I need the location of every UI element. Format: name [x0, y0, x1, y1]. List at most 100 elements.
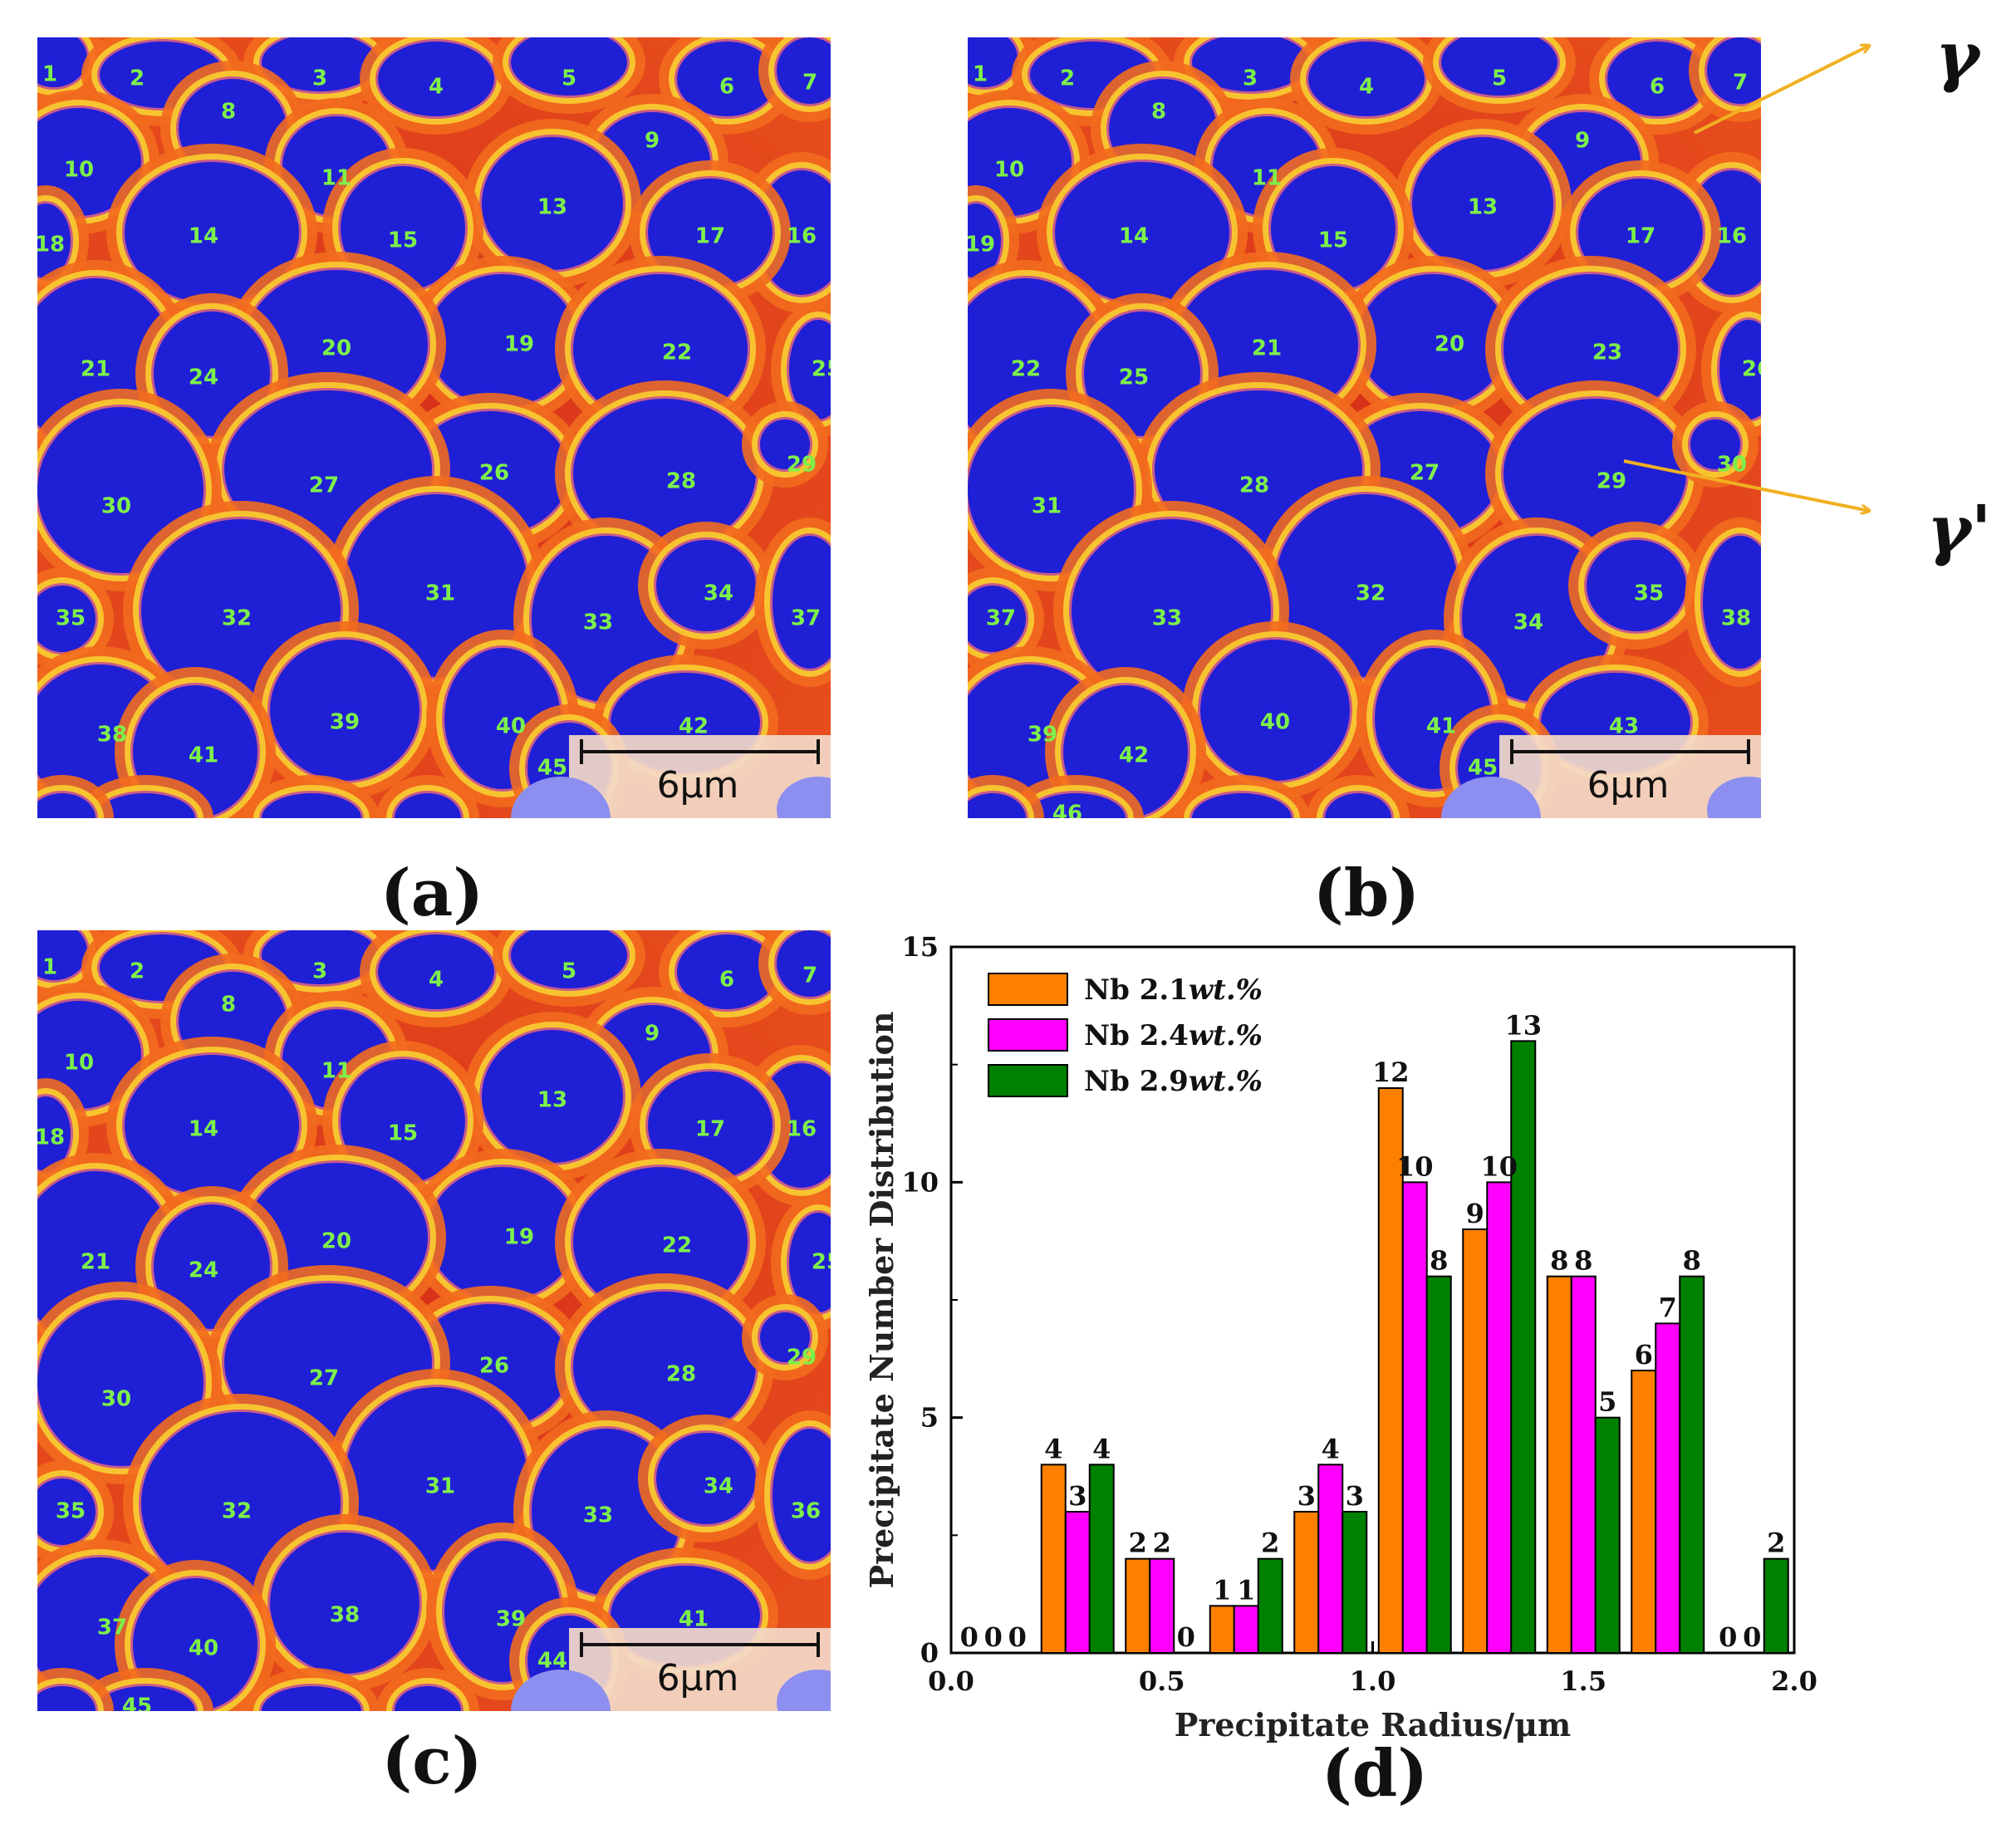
precipitate-number: 19	[504, 1225, 534, 1250]
precipitate-number: 46	[1052, 802, 1082, 819]
precipitate-number: 20	[321, 1229, 351, 1254]
precipitate-number: 6	[719, 75, 734, 100]
precipitate-number: 5	[562, 66, 576, 91]
scale-bar-label: 6μm	[657, 764, 739, 807]
x-tick-label: 2.0	[1771, 1665, 1817, 1697]
precipitate	[464, 119, 641, 288]
precipitate-number: 39	[330, 710, 360, 735]
precipitate-number: 45	[1468, 756, 1498, 781]
x-axis-label: Precipitate Radius/μm	[1175, 1706, 1572, 1743]
precipitate	[360, 930, 513, 1027]
micrograph-panel-b: 1234567891011131415161719202122232526272…	[968, 37, 1761, 818]
bar-value-label: 0	[1177, 1621, 1195, 1653]
precipitate-number: 24	[189, 365, 218, 390]
precipitate-number: 41	[189, 743, 218, 768]
precipitate-number: 10	[64, 158, 94, 183]
bar	[1257, 1557, 1283, 1655]
precipitate-number: 27	[309, 473, 339, 498]
precipitate-number: 30	[101, 494, 131, 519]
bar	[1425, 1275, 1452, 1654]
precipitate-number: 1	[42, 955, 57, 980]
precipitate-number: 11	[1252, 166, 1282, 191]
y-axis-label: Precipitate Number Distribution	[863, 1011, 900, 1588]
precipitate-number: 4	[429, 968, 444, 993]
precipitate-number: 31	[425, 581, 455, 606]
precipitate-number: 22	[662, 1233, 692, 1258]
precipitate-number: 3	[312, 959, 327, 984]
scale-bar: 6μm	[511, 1628, 831, 1711]
precipitate-number: 18	[37, 1125, 65, 1150]
bar-value-label: 7	[1659, 1292, 1677, 1323]
bar-value-label: 2	[1261, 1528, 1279, 1559]
precipitate-number: 10	[64, 1051, 94, 1076]
bar-value-label: 6	[1635, 1339, 1653, 1371]
precipitate-number: 33	[583, 611, 613, 635]
precipitate-number: 3	[1243, 66, 1258, 91]
bar	[1462, 1228, 1489, 1654]
precipitate	[1672, 401, 1758, 488]
precipitate-number: 22	[662, 341, 692, 365]
precipitate-number: 43	[1609, 714, 1639, 739]
precipitate-number: 10	[994, 158, 1024, 183]
precipitate	[77, 1668, 213, 1711]
precipitate	[1394, 119, 1572, 288]
y-tick-label: 15	[901, 931, 939, 963]
precipitate	[106, 1037, 317, 1214]
precipitate-number: 31	[1032, 494, 1062, 519]
precipitate-number: 14	[189, 1117, 218, 1142]
bar-value-label: 9	[1466, 1198, 1484, 1229]
precipitate-number: 11	[321, 166, 351, 191]
precipitate-number: 25	[1119, 365, 1149, 390]
precipitate-number: 13	[537, 195, 567, 220]
bar	[1486, 1181, 1513, 1655]
precipitate-number: 2	[1060, 66, 1075, 91]
precipitate	[742, 1294, 828, 1380]
bar	[1125, 1557, 1151, 1655]
legend-label: Nb 2.9wt.%	[1084, 1065, 1263, 1098]
precipitate	[758, 930, 831, 1015]
bar	[1040, 1464, 1067, 1654]
bar-value-label: 0	[960, 1621, 979, 1653]
bar	[1546, 1275, 1572, 1654]
precipitate	[37, 567, 114, 670]
precipitate-number: 5	[1492, 66, 1507, 91]
bar-value-label: 4	[1092, 1433, 1111, 1464]
precipitate-number: 19	[968, 233, 995, 257]
bar-value-label: 2	[1767, 1528, 1785, 1559]
bar	[1631, 1370, 1657, 1654]
chart-panel-d: 0.0 0.5 1.0 1.5 2.0 0 5 10 15 Precipitate Radius/…	[831, 905, 1877, 1753]
precipitate	[376, 775, 479, 818]
bar-value-label: 13	[1504, 1009, 1542, 1041]
precipitate-number: 9	[645, 1022, 660, 1047]
scale-bar: 6μm	[511, 735, 831, 818]
precipitate-number: 40	[189, 1636, 218, 1661]
precipitate	[410, 1149, 596, 1318]
bar-value-label: 10	[1396, 1150, 1434, 1182]
precipitate-number: 2	[130, 959, 145, 984]
precipitate-number: 37	[791, 606, 821, 631]
precipitate-number: 29	[787, 453, 817, 478]
precipitate-number: 38	[330, 1603, 360, 1628]
precipitate-number: 5	[562, 959, 576, 984]
caption-a: (a)	[380, 856, 484, 931]
precipitate-number: 35	[56, 1499, 86, 1524]
micrograph-c: 1234567891011131415161718192021222425262…	[37, 930, 831, 1711]
precipitate	[1037, 144, 1248, 321]
bar-value-label: 3	[1068, 1480, 1086, 1512]
bar-value-label: 2	[1129, 1528, 1147, 1559]
precipitate	[493, 930, 645, 1007]
bar-value-label: 8	[1550, 1245, 1568, 1277]
precipitate-number: 29	[787, 1346, 817, 1371]
scale-bar-label: 6μm	[1587, 764, 1670, 807]
scale-bar-label: 6μm	[657, 1657, 739, 1699]
precipitate	[742, 401, 828, 488]
precipitate	[638, 1415, 774, 1542]
precipitate-number: 20	[1435, 332, 1464, 357]
precipitate-number: 25	[812, 1250, 831, 1275]
precipitate	[1689, 37, 1761, 122]
precipitate	[1182, 621, 1368, 799]
bar-value-label: 10	[1480, 1150, 1518, 1182]
bar	[1064, 1511, 1091, 1654]
bar-value-label: 8	[1683, 1245, 1701, 1277]
